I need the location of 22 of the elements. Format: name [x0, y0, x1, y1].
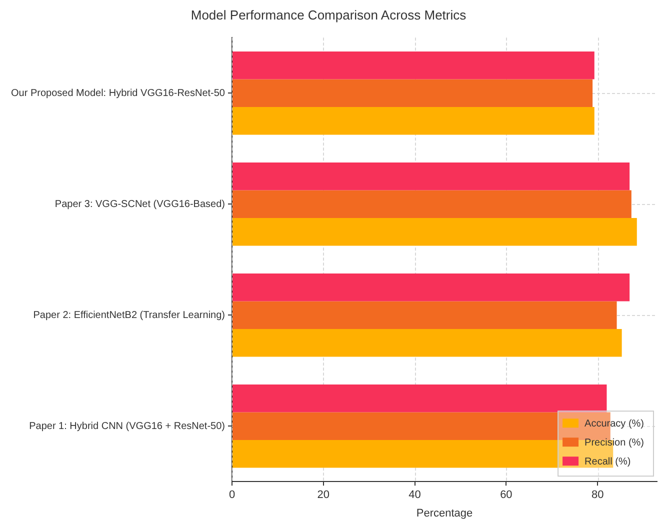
- x-axis-title: Percentage: [416, 507, 473, 520]
- y-tick-label: Our Proposed Model: Hybrid VGG16-ResNet-50: [11, 88, 226, 99]
- bar: [232, 328, 622, 357]
- bar: [232, 51, 594, 80]
- bar: [232, 218, 637, 246]
- x-tick-label: 20: [317, 489, 330, 502]
- bar: [232, 79, 593, 107]
- y-tick-label: Paper 1: Hybrid CNN (VGG16 + ResNet-50): [29, 420, 225, 432]
- bar: [232, 384, 607, 412]
- chart-title: Model Performance Comparison Across Metrics: [190, 7, 467, 22]
- x-tick-label: 80: [591, 489, 604, 502]
- y-tick-label: Paper 3: VGG-SCNet (VGG16-Based): [54, 198, 225, 210]
- x-tick-label: 40: [408, 489, 421, 502]
- bar: [232, 301, 617, 329]
- x-tick-label: 0: [228, 489, 236, 502]
- bar: [232, 273, 630, 302]
- legend-label: Recall (%): [584, 456, 631, 468]
- bar: [232, 106, 594, 135]
- y-tick-label: Paper 2: EfficientNetB2 (Transfer Learning): [33, 310, 225, 321]
- bar: [232, 190, 632, 218]
- bar: [232, 162, 630, 190]
- x-tick-label: 60: [500, 489, 512, 502]
